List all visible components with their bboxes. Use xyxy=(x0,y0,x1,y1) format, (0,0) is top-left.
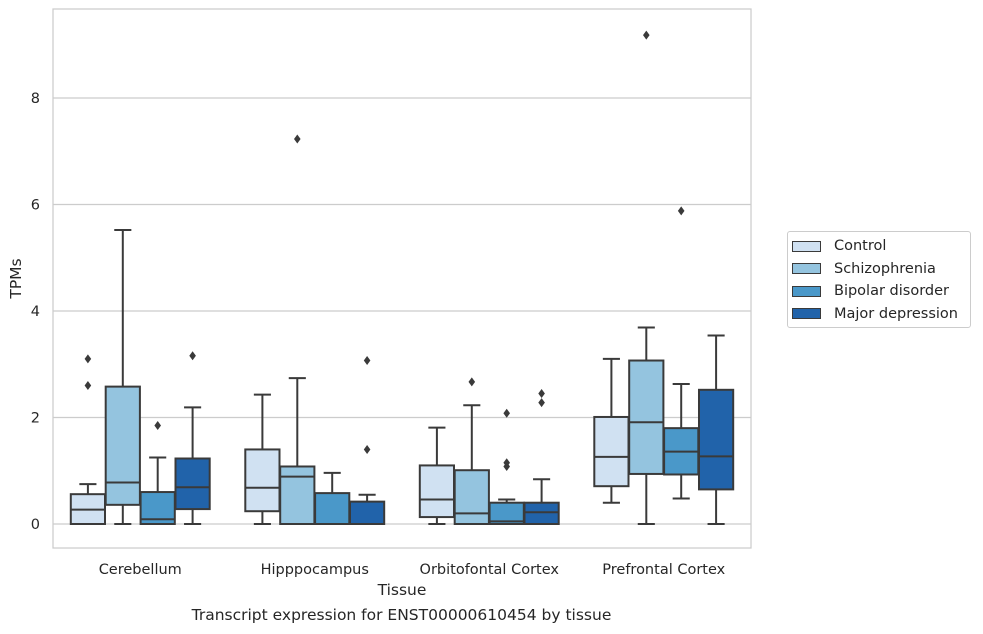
y-tick-label: 2 xyxy=(31,411,40,427)
outlier-point xyxy=(84,354,92,364)
outlier-point xyxy=(294,134,301,144)
y-tick-label: 4 xyxy=(31,304,40,320)
box-major-depression-0 xyxy=(174,351,211,525)
iqr-box xyxy=(348,500,386,526)
iqr-box xyxy=(628,359,665,475)
outlier-point xyxy=(468,377,476,387)
box-major-depression-1 xyxy=(348,356,386,526)
outlier-point xyxy=(154,420,161,430)
x-tick-labels: Cerebellum Hipppocampus Orbitofontal Corte… xyxy=(99,562,726,578)
x-tick-label: Hipppocampus xyxy=(261,562,369,578)
iqr-box xyxy=(279,465,316,525)
plot-area-frame xyxy=(52,8,752,549)
x-tick-label: Cerebellum xyxy=(99,562,182,578)
legend-label: Major depression xyxy=(834,305,958,322)
outlier-point xyxy=(503,458,510,468)
box-control-3 xyxy=(593,357,630,504)
box-schizophrenia-2 xyxy=(453,377,490,525)
outlier-point xyxy=(363,356,371,366)
y-axis-label: TPMs xyxy=(7,258,25,299)
y-tick-labels: 0 2 4 6 8 xyxy=(31,91,40,533)
outlier-point xyxy=(84,381,92,391)
box-control-0 xyxy=(69,354,107,525)
box-control-1 xyxy=(244,393,281,525)
x-tick-label: Orbitofontal Cortex xyxy=(420,562,560,578)
box-bipolar-disorder-2 xyxy=(488,408,525,526)
outlier-point xyxy=(677,206,685,216)
outlier-point xyxy=(363,444,371,454)
y-tick-label: 8 xyxy=(31,91,40,107)
legend-item: Major depression xyxy=(788,303,970,326)
box-series xyxy=(69,30,735,526)
box-control-2 xyxy=(418,426,456,525)
legend-label: Control xyxy=(834,238,887,255)
figure-caption: Transcript expression for ENST0000061045… xyxy=(191,606,612,624)
legend-label: Bipolar disorder xyxy=(834,283,949,300)
box-bipolar-disorder-3 xyxy=(663,206,700,500)
legend-label: Schizophrenia xyxy=(834,260,936,277)
y-tick-label: 6 xyxy=(31,198,40,214)
iqr-box xyxy=(244,448,281,513)
legend: Control Schizophrenia Bipolar disorder Majo… xyxy=(787,231,971,328)
legend-swatch xyxy=(792,240,821,252)
iqr-box xyxy=(523,501,560,526)
legend-item: Control xyxy=(788,235,970,258)
outlier-point xyxy=(503,408,510,418)
outlier-point xyxy=(538,398,545,408)
box-bipolar-disorder-1 xyxy=(314,471,351,525)
y-tick-label: 0 xyxy=(31,517,40,533)
iqr-box xyxy=(174,457,211,511)
outlier-point xyxy=(643,30,650,40)
box-schizophrenia-0 xyxy=(104,229,141,525)
outlier-point xyxy=(189,351,196,361)
legend-item: Bipolar disorder xyxy=(788,280,970,303)
legend-item: Schizophrenia xyxy=(788,258,970,281)
iqr-box xyxy=(697,388,735,491)
legend-swatch xyxy=(792,285,821,297)
legend-swatch xyxy=(792,308,821,320)
outlier-point xyxy=(538,389,545,399)
legend-swatch xyxy=(792,263,821,275)
iqr-box xyxy=(453,469,490,525)
iqr-box xyxy=(418,464,456,519)
box-schizophrenia-3 xyxy=(628,30,665,525)
box-schizophrenia-1 xyxy=(279,134,316,525)
iqr-box xyxy=(314,492,351,525)
box-bipolar-disorder-0 xyxy=(139,420,176,525)
x-axis-label: Tissue xyxy=(377,581,427,599)
x-tick-label: Prefrontal Cortex xyxy=(602,562,725,578)
box-major-depression-3 xyxy=(697,334,735,525)
iqr-box xyxy=(593,415,630,488)
iqr-box xyxy=(104,385,141,506)
box-major-depression-2 xyxy=(523,389,560,526)
